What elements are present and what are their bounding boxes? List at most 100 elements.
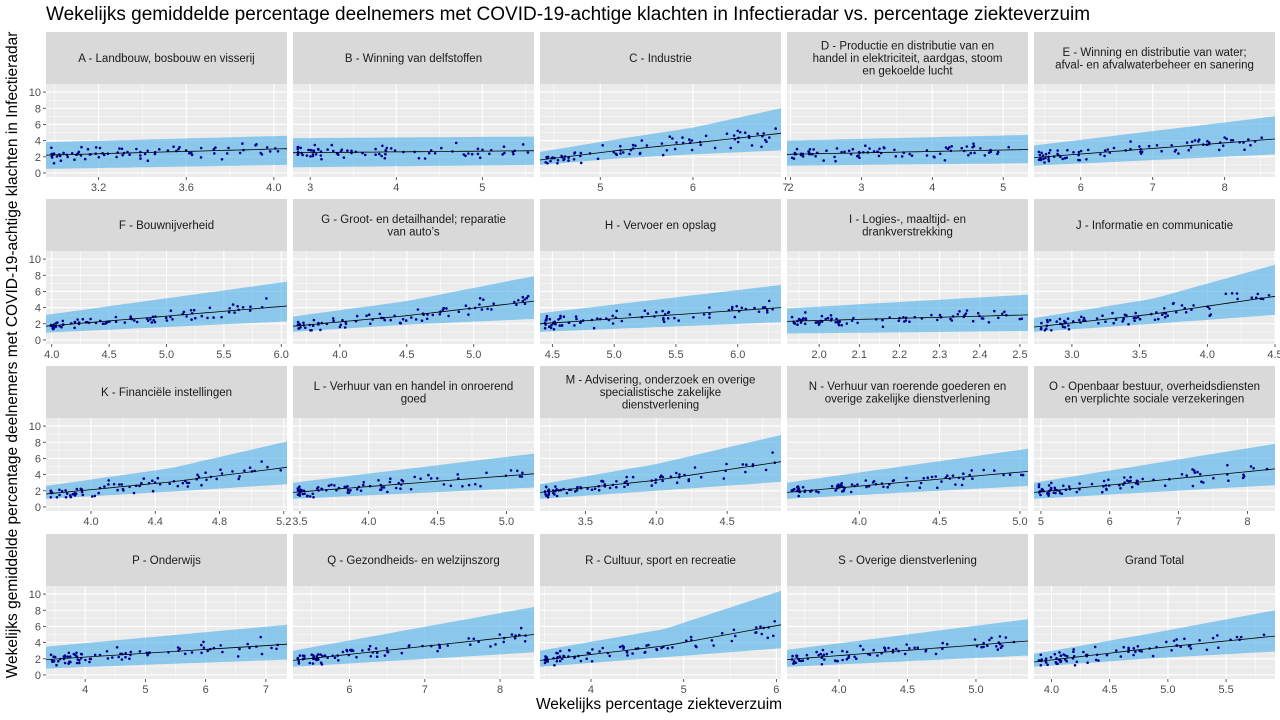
data-point — [926, 476, 929, 480]
data-point — [772, 634, 775, 638]
data-point — [699, 143, 702, 147]
data-point — [820, 314, 824, 318]
data-point — [1212, 476, 1215, 480]
facet-title: A - Landbouw, bosbouw en visserij — [78, 53, 254, 65]
data-point — [877, 154, 881, 158]
data-point — [316, 653, 320, 656]
data-point — [208, 306, 212, 310]
data-point — [49, 490, 53, 494]
trend-line — [292, 473, 535, 493]
data-point — [760, 145, 763, 149]
data-point — [1185, 474, 1188, 477]
data-point — [440, 146, 443, 150]
facet-strip — [46, 366, 287, 418]
data-point — [1062, 484, 1065, 488]
data-point — [1045, 318, 1049, 322]
data-point — [442, 483, 446, 486]
data-point — [763, 306, 767, 309]
data-point — [1208, 307, 1211, 310]
data-point — [1039, 493, 1042, 497]
data-point — [153, 320, 157, 324]
data-point — [512, 152, 515, 156]
facet-title: J - Informatie en communicatie — [1076, 220, 1233, 232]
data-point — [841, 658, 844, 662]
data-point — [836, 320, 840, 324]
data-point — [730, 639, 734, 643]
data-point — [259, 635, 263, 639]
facet-title: H - Vervoer en opslag — [605, 220, 716, 232]
data-point — [725, 132, 729, 135]
data-point — [1192, 469, 1196, 472]
data-point — [808, 148, 812, 151]
x-tick-label: 3 — [858, 182, 864, 194]
data-point — [982, 641, 985, 645]
data-point — [998, 635, 1002, 638]
data-point — [1097, 322, 1100, 325]
data-point — [765, 308, 769, 312]
data-point — [675, 481, 679, 485]
y-tick-label: 10 — [29, 254, 41, 266]
data-point — [404, 319, 408, 322]
data-point — [219, 468, 222, 472]
data-point — [708, 316, 711, 319]
data-point — [383, 318, 387, 322]
data-point — [248, 309, 252, 312]
data-point — [1247, 138, 1250, 141]
data-point — [692, 316, 695, 319]
data-point — [1206, 139, 1209, 143]
trend-line — [1033, 468, 1276, 493]
data-point — [650, 484, 654, 487]
data-point — [611, 314, 614, 318]
data-point — [363, 153, 367, 157]
data-point — [185, 481, 189, 485]
data-point — [661, 153, 665, 157]
data-point — [681, 136, 684, 139]
data-point — [596, 157, 600, 161]
facet-strip — [1034, 32, 1275, 84]
x-tick-label: 3.5 — [1132, 349, 1147, 361]
data-point — [526, 151, 530, 154]
data-point — [1064, 654, 1067, 657]
data-point — [311, 492, 315, 496]
data-point — [820, 663, 824, 666]
data-point — [797, 494, 800, 498]
data-point — [171, 318, 174, 321]
x-tick-label: 4.0 — [361, 516, 376, 528]
data-point — [410, 316, 413, 319]
data-point — [442, 306, 446, 310]
data-point — [166, 149, 170, 152]
data-point — [58, 154, 62, 158]
data-point — [228, 307, 231, 310]
data-point — [297, 662, 301, 665]
data-point — [220, 158, 224, 161]
facet-title: B - Winning van delfstoffen — [345, 53, 482, 65]
data-point — [192, 308, 196, 312]
x-tick-label: 5 — [597, 182, 603, 194]
data-point — [220, 315, 223, 319]
data-point — [1164, 312, 1168, 315]
data-point — [816, 320, 819, 324]
data-point — [1107, 478, 1110, 482]
data-point — [116, 488, 119, 492]
data-point — [168, 482, 171, 486]
data-point — [908, 320, 911, 324]
data-point — [666, 647, 670, 650]
data-point — [65, 492, 69, 495]
data-point — [888, 316, 891, 319]
data-point — [689, 635, 693, 639]
data-point — [135, 147, 138, 151]
data-point — [361, 649, 364, 652]
data-point — [312, 654, 315, 657]
data-point — [1170, 144, 1173, 147]
data-point — [631, 475, 635, 479]
data-point — [626, 483, 630, 487]
data-point — [355, 314, 359, 318]
data-point — [177, 147, 180, 151]
data-point — [61, 319, 65, 323]
data-point — [349, 489, 352, 492]
data-point — [233, 311, 236, 314]
data-point — [205, 478, 208, 482]
data-point — [1239, 635, 1243, 639]
data-point — [845, 322, 849, 325]
data-point — [476, 147, 480, 151]
